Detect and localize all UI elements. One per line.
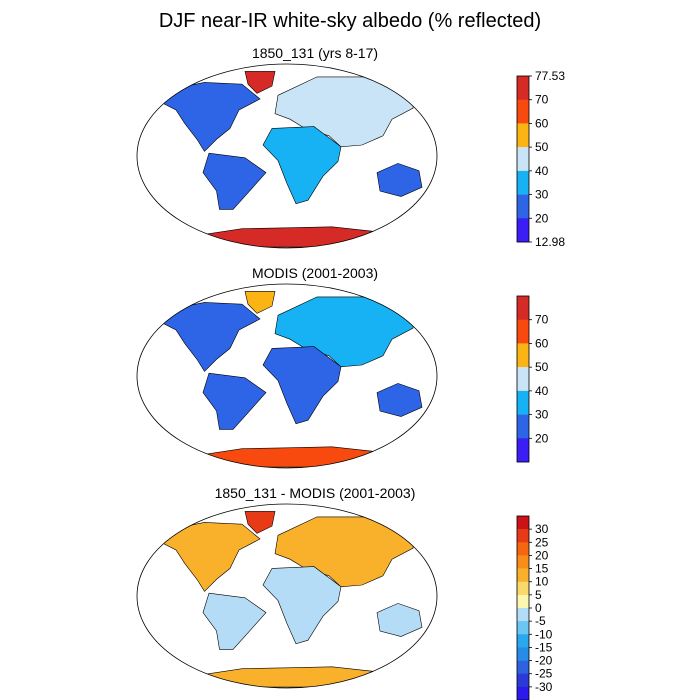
panel-2-land-australia: [376, 383, 423, 417]
panel-3-map-frame: [136, 503, 438, 689]
panel-2-colorbar-bin: [517, 438, 529, 463]
panel-1-colorbar-label: 70: [535, 93, 549, 107]
panel-3-colorbar-bin: [517, 673, 529, 688]
panel-2-land-south-america: [202, 372, 267, 430]
panel-3-land-africa: [262, 566, 342, 645]
panel-1-colorbar-bin: [517, 218, 529, 243]
panel-3-colorbar-bin: [517, 647, 529, 661]
panel-2-land-north-america: [157, 302, 261, 372]
panel-1-map: 77.53 70 60 50 40 30 20 12.98: [136, 63, 565, 249]
panel-1-colorbar-bin: [517, 194, 529, 219]
panel-3-colorbar-label: 0: [535, 601, 542, 615]
panel-1-map-frame: [136, 63, 438, 249]
panel-2-colorbar-bin: [517, 319, 529, 344]
panel-3-colorbar-label: 10: [535, 575, 549, 589]
panel-3-colorbar-label: -25: [535, 667, 553, 681]
panel-2-colorbar-bin: [517, 390, 529, 415]
panel-1-colorbar-label: 12.98: [535, 235, 565, 249]
panel-3-colorbar-bin: [517, 660, 529, 674]
panel-3-land-south-america: [202, 592, 267, 650]
panel-3-colorbar-bin: [517, 608, 529, 622]
panel-3-colorbar-bin: [517, 634, 529, 648]
panel-3-colorbar-bin: [517, 686, 529, 700]
panel-1-subtitle: 1850_131 (yrs 8-17): [251, 45, 379, 61]
panel-2-land-greenland: [244, 291, 276, 314]
panel-2-colorbar-bin: [517, 367, 529, 392]
panel-1-land-north-america: [157, 82, 261, 152]
panel-3-colorbar-label: 15: [535, 562, 549, 576]
panel-2-colorbar-frame: [516, 295, 530, 463]
panel-3-land-north-america: [157, 522, 261, 592]
panel-3-colorbar-bin: [517, 555, 529, 569]
panel-3-colorbar-bin: [517, 621, 529, 635]
panel-1-colorbar-label: 20: [535, 211, 549, 225]
panel-2-map: 70 60 50 40 30 20: [136, 283, 549, 469]
panel-3-colorbar-bin: [517, 542, 529, 556]
panel-2-colorbar-label: 50: [535, 360, 549, 374]
panel-1-colorbar-bin: [517, 123, 529, 148]
panel-2-colorbar-label: 20: [535, 431, 549, 445]
panel-1-land-africa: [262, 126, 342, 205]
panel-3-colorbar-label: 30: [535, 522, 549, 536]
panel-3-colorbar-label: 25: [535, 535, 549, 549]
panel-1-colorbar-label: 50: [535, 140, 549, 154]
panel-1-land-south-america: [202, 152, 267, 210]
panel-2-colorbar-label: 40: [535, 384, 549, 398]
panel-1-colorbar-bin: [517, 99, 529, 124]
panel-3-land-australia: [376, 603, 423, 637]
panel-1-colorbar-bin: [517, 147, 529, 172]
panel-3-colorbar-bin: [517, 529, 529, 543]
panel-3-colorbar-label: -15: [535, 640, 553, 654]
panel-2-colorbar-bin: [517, 296, 529, 320]
panel-1-colorbar-label: 77.53: [535, 69, 565, 83]
panel-3-colorbar-label: -30: [535, 680, 553, 694]
panel-3-colorbar-bin: [517, 568, 529, 582]
panel-3-subtitle: 1850_131 - MODIS (2001-2003): [214, 485, 416, 501]
panel-3-colorbar-label: -5: [535, 614, 546, 628]
panel-1-land-greenland: [244, 71, 276, 94]
panel-3-colorbar-label: -10: [535, 627, 553, 641]
panel-1-colorbar-label: 40: [535, 164, 549, 178]
panel-1-colorbar-bin: [517, 76, 529, 100]
panel-1-colorbar-label: 60: [535, 116, 549, 130]
panel-2-land-africa: [262, 346, 342, 425]
panel-3-colorbar-label: 20: [535, 548, 549, 562]
figure-title: DJF near-IR white-sky albedo (% reflecte…: [158, 10, 542, 32]
panel-3-colorbar-label: 5: [535, 588, 542, 602]
panel-1-land-australia: [376, 163, 423, 197]
panel-2-subtitle: MODIS (2001-2003): [251, 265, 379, 281]
panel-1-colorbar-frame: [516, 75, 530, 243]
panel-3-colorbar-label: -20: [535, 654, 553, 668]
panel-1-colorbar-label: 30: [535, 188, 549, 202]
panel-2-colorbar-label: 30: [535, 408, 549, 422]
panel-2-colorbar-label: 70: [535, 313, 549, 327]
panel-3-colorbar-bin: [517, 516, 529, 530]
panel-2-colorbar-bin: [517, 414, 529, 439]
panel-3-colorbar-bin: [517, 581, 529, 596]
panel-3-land-greenland: [244, 511, 276, 534]
panel-1-colorbar-bin: [517, 170, 529, 195]
panel-3-colorbar-bin: [517, 594, 529, 609]
panel-2-colorbar-label: 60: [535, 336, 549, 350]
panel-2-colorbar-bin: [517, 343, 529, 368]
panel-2-map-frame: [136, 283, 438, 469]
